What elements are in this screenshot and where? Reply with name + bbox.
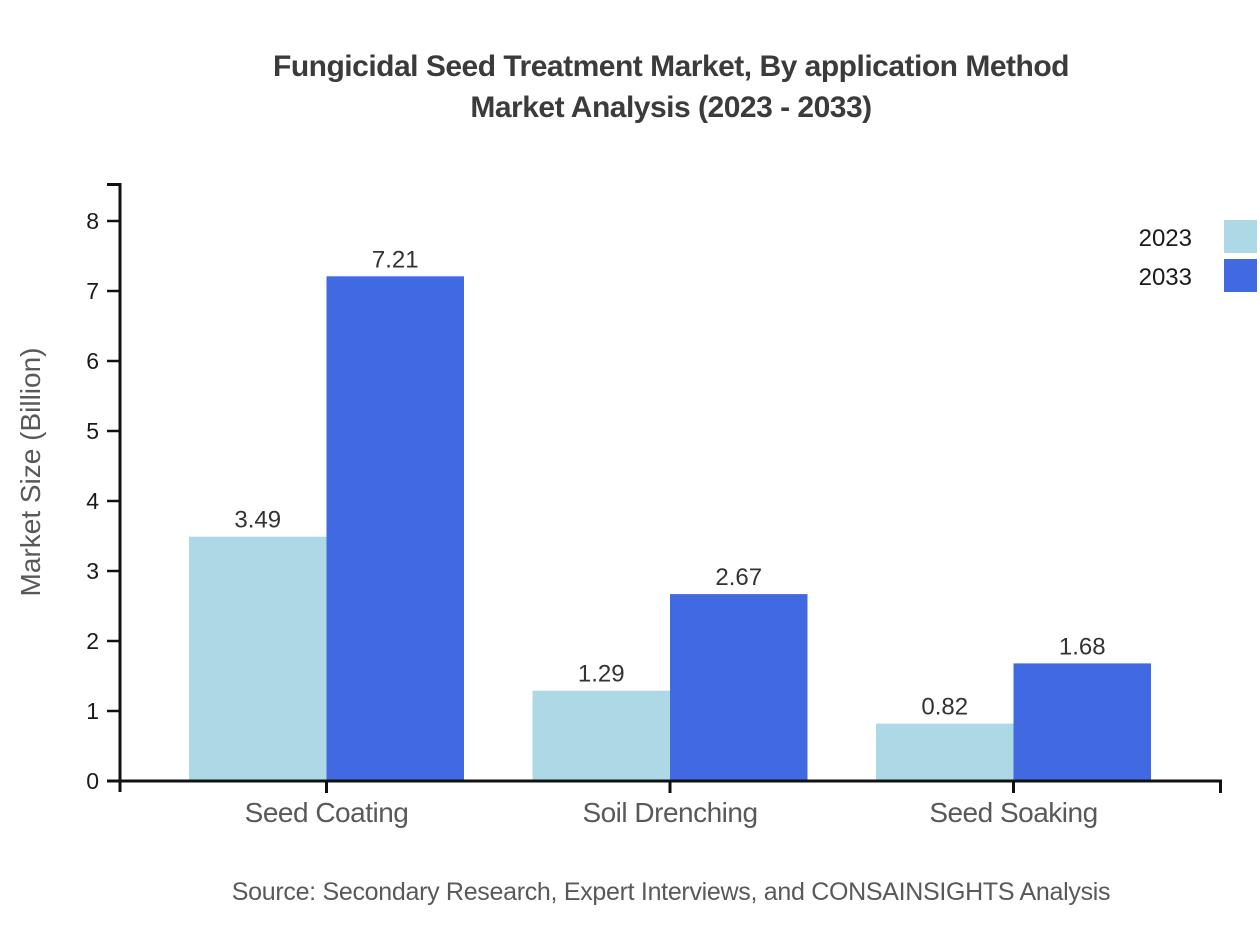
chart-title: Fungicidal Seed Treatment Market, By app… [120, 46, 1222, 128]
category-label: Soil Drenching [582, 797, 757, 828]
bar-2033-Soil Drenching [670, 594, 808, 781]
bar-2033-Seed Coating [326, 276, 464, 781]
chart-title-line2: Market Analysis (2023 - 2033) [470, 91, 872, 124]
y-tick-label: 6 [86, 348, 99, 374]
legend-item-2023: 2023 [1139, 220, 1257, 253]
legend-item-2033: 2033 [1139, 259, 1257, 292]
y-tick-label: 5 [86, 418, 99, 444]
legend-label-2033: 2033 [1139, 264, 1192, 291]
value-label: 2.67 [715, 564, 762, 591]
y-tick-label: 1 [86, 698, 99, 724]
source-note: Source: Secondary Research, Expert Inter… [231, 878, 1111, 906]
value-label: 7.21 [372, 246, 419, 273]
chart-title-line1: Fungicidal Seed Treatment Market, By app… [273, 50, 1069, 83]
bar-2023-Seed Soaking [876, 723, 1014, 781]
ticks-layer: 0 1 2 3 4 5 6 7 8 Seed Coating Soil Drenching Seed … [86, 208, 1098, 828]
value-label: 0.82 [921, 694, 968, 721]
y-tick-label: 4 [86, 488, 99, 514]
y-tick-label: 3 [86, 558, 99, 584]
y-tick-label: 2 [86, 628, 99, 654]
y-tick-label: 0 [86, 768, 99, 794]
category-label: Seed Coating [245, 797, 409, 828]
bar-2023-Soil Drenching [532, 690, 670, 781]
bars-layer: 3.49 7.21 1.29 2.67 0.82 1.68 [189, 246, 1151, 781]
y-tick-label: 7 [86, 278, 99, 304]
legend: 2023 2033 [1139, 220, 1257, 292]
legend-swatch-2023 [1224, 220, 1257, 253]
legend-label-2023: 2023 [1139, 225, 1192, 252]
axes [107, 183, 1222, 793]
bar-2033-Seed Soaking [1013, 663, 1151, 781]
bar-2023-Seed Coating [189, 536, 327, 781]
value-label: 1.29 [578, 661, 625, 688]
y-axis-title: Market Size (Billion) [15, 348, 46, 597]
legend-swatch-2033 [1224, 259, 1257, 292]
category-label: Seed Soaking [929, 797, 1097, 828]
value-label: 1.68 [1059, 633, 1106, 660]
value-label: 3.49 [234, 507, 281, 534]
y-tick-label: 8 [86, 208, 99, 234]
